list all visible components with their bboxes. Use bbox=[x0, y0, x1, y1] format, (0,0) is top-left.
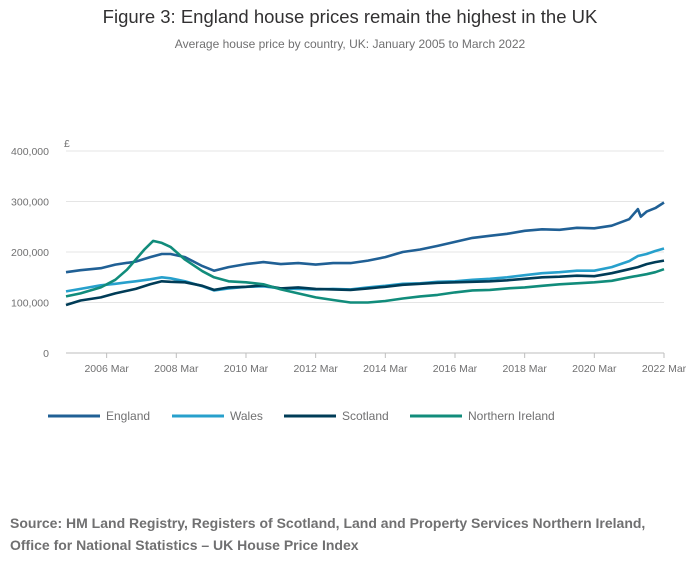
legend-label-england: England bbox=[106, 409, 150, 423]
x-tick-label: 2016 Mar bbox=[433, 363, 478, 375]
series-line-northern-ireland bbox=[65, 239, 665, 304]
legend-label-wales: Wales bbox=[230, 409, 263, 423]
chart-title: Figure 3: England house prices remain th… bbox=[102, 6, 598, 27]
x-axis-ticks: 2006 Mar 2008 Mar 2010 Mar 2012 Mar 2014 Mar… bbox=[84, 353, 687, 375]
source-note: Source: HM Land Registry, Registers of S… bbox=[10, 515, 646, 553]
y-axis-unit-label: £ bbox=[64, 138, 70, 150]
x-tick-label: 2010 Mar bbox=[224, 363, 269, 375]
series-line-scotland bbox=[65, 259, 665, 307]
x-tick-label: 2008 Mar bbox=[154, 363, 199, 375]
y-tick-label: 0 bbox=[43, 348, 49, 360]
series-lines bbox=[65, 201, 665, 307]
x-tick-label: 2020 Mar bbox=[572, 363, 617, 375]
x-tick-label: 2012 Mar bbox=[293, 363, 338, 375]
legend-label-northern-ireland: Northern Ireland bbox=[468, 409, 555, 423]
y-tick-label: 300,000 bbox=[11, 197, 49, 209]
y-tick-label: 200,000 bbox=[11, 247, 49, 259]
x-tick-label: 2018 Mar bbox=[502, 363, 547, 375]
grid-lines bbox=[66, 150, 664, 354]
x-tick-label: 2022 Mar bbox=[642, 363, 687, 375]
legend-label-scotland: Scotland bbox=[342, 409, 389, 423]
y-axis-ticks: 0 100,000 200,000 300,000 400,000 bbox=[11, 146, 49, 360]
y-tick-label: 400,000 bbox=[11, 146, 49, 158]
line-chart: 0 100,000 200,000 300,000 400,000 £ 2006 Mar… bbox=[11, 138, 687, 423]
chart-subtitle: Average house price by country, UK: Janu… bbox=[174, 37, 526, 51]
legend: England Wales Scotland Northern Ireland bbox=[48, 409, 555, 423]
x-tick-label: 2006 Mar bbox=[84, 363, 129, 375]
x-tick-label: 2014 Mar bbox=[363, 363, 408, 375]
series-line-england bbox=[65, 201, 665, 274]
y-tick-label: 100,000 bbox=[11, 298, 49, 310]
